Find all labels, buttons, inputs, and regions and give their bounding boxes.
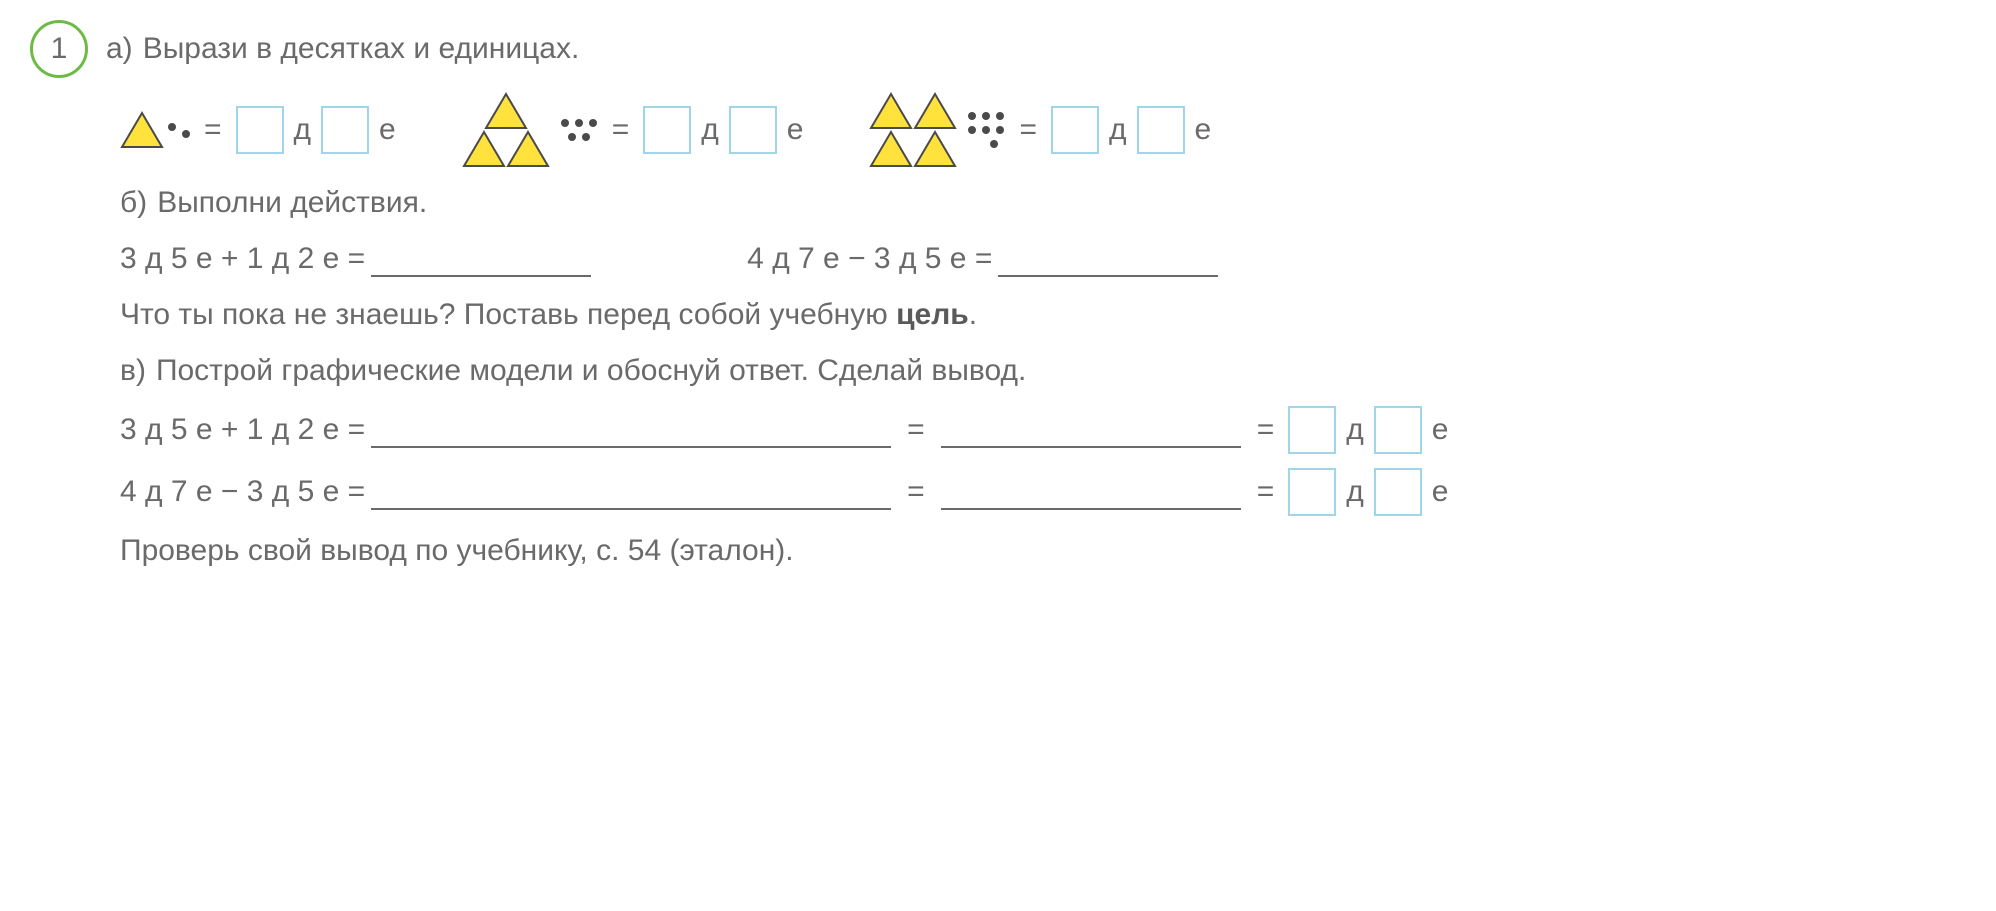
answer-box[interactable]	[321, 106, 369, 154]
unit-d: д	[294, 109, 312, 151]
unit-d: д	[1346, 471, 1364, 513]
triangle-icon	[462, 130, 506, 168]
figures-line: = д е	[30, 92, 1956, 168]
figure-group-3: = д е	[869, 92, 1217, 168]
line-b-question: Что ты пока не знаешь? Поставь перед соб…	[30, 294, 1956, 336]
unit-e: е	[1432, 409, 1449, 451]
part-c-letter: в)	[120, 350, 146, 392]
unit-e: е	[1432, 471, 1449, 513]
line-a-prompt: 1 а) Вырази в десятках и единицах.	[30, 20, 1956, 78]
figure-group-1: = д е	[120, 106, 402, 154]
dots-5	[556, 116, 602, 144]
answer-blank[interactable]	[371, 475, 891, 510]
unit-d: д	[1109, 109, 1127, 151]
answer-blank[interactable]	[371, 413, 891, 448]
triangle-icon	[484, 92, 528, 130]
equals-sign: =	[907, 471, 925, 513]
expr-c2: 4 д 7 е − 3 д 5 е =	[120, 471, 365, 513]
unit-d: д	[1346, 409, 1364, 451]
triangle-icon	[120, 111, 164, 149]
answer-box[interactable]	[1374, 468, 1422, 516]
line-b-expressions: 3 д 5 е + 1 д 2 е = 4 д 7 е − 3 д 5 е =	[30, 238, 1956, 280]
answer-box[interactable]	[1137, 106, 1185, 154]
expr-b2: 4 д 7 е − 3 д 5 е =	[747, 238, 992, 280]
triangle-icon	[506, 130, 550, 168]
answer-blank[interactable]	[941, 475, 1241, 510]
equals-sign: =	[907, 409, 925, 451]
equals-sign: =	[612, 109, 630, 151]
worksheet-page: 1 а) Вырази в десятках и единицах. = д е	[0, 0, 1996, 911]
part-c-text: Построй графические модели и обоснуй отв…	[156, 350, 1026, 392]
triangle-stack-4	[869, 92, 957, 168]
expr-c1: 3 д 5 е + 1 д 2 е =	[120, 409, 365, 451]
equals-sign: =	[204, 109, 222, 151]
triangle-icon	[869, 92, 913, 130]
goal-word: цель	[896, 294, 969, 336]
answer-blank[interactable]	[941, 413, 1241, 448]
answer-box[interactable]	[729, 106, 777, 154]
line-c-prompt: в) Построй графические модели и обоснуй …	[30, 350, 1956, 392]
part-b-text: Выполни действия.	[157, 182, 427, 224]
part-a-letter: а)	[106, 28, 133, 70]
dots-2	[164, 120, 194, 141]
period: .	[969, 294, 977, 336]
unit-e: е	[1195, 109, 1212, 151]
expr-b1: 3 д 5 е + 1 д 2 е =	[120, 238, 365, 280]
line-c-expr2: 4 д 7 е − 3 д 5 е = = = д е	[30, 468, 1956, 516]
question-text: Что ты пока не знаешь? Поставь перед соб…	[120, 294, 888, 336]
unit-e: е	[379, 109, 396, 151]
figure-group-2: = д е	[462, 92, 810, 168]
equals-sign: =	[1257, 471, 1275, 513]
answer-box[interactable]	[1051, 106, 1099, 154]
answer-blank[interactable]	[371, 242, 591, 277]
answer-box[interactable]	[236, 106, 284, 154]
equals-sign: =	[1019, 109, 1037, 151]
unit-d: д	[701, 109, 719, 151]
triangle-icon	[913, 92, 957, 130]
answer-box[interactable]	[1374, 406, 1422, 454]
answer-box[interactable]	[643, 106, 691, 154]
part-b-letter: б)	[120, 182, 147, 224]
answer-box[interactable]	[1288, 406, 1336, 454]
check-text: Проверь свой вывод по учебнику, с. 54 (э…	[120, 530, 794, 572]
triangle-stack-3	[462, 92, 550, 168]
dots-7	[963, 109, 1009, 151]
triangle-icon	[869, 130, 913, 168]
triangle-icon	[913, 130, 957, 168]
line-c-check: Проверь свой вывод по учебнику, с. 54 (э…	[30, 530, 1956, 572]
answer-box[interactable]	[1288, 468, 1336, 516]
unit-e: е	[787, 109, 804, 151]
equals-sign: =	[1257, 409, 1275, 451]
line-b-prompt: б) Выполни действия.	[30, 182, 1956, 224]
task-number-badge: 1	[30, 20, 88, 78]
part-a-text: Вырази в десятках и единицах.	[143, 28, 580, 70]
line-c-expr1: 3 д 5 е + 1 д 2 е = = = д е	[30, 406, 1956, 454]
answer-blank[interactable]	[998, 242, 1218, 277]
